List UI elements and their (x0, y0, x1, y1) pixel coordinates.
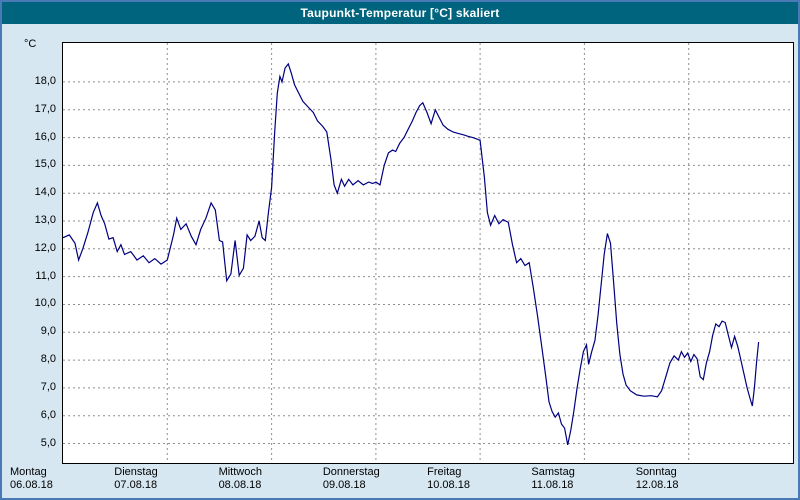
y-tick-label: 11,0 (35, 269, 56, 282)
y-axis-unit-label: °C (24, 38, 37, 50)
x-day-label: Freitag 10.08.18 (427, 466, 470, 492)
y-tick-label: 5,0 (40, 436, 56, 449)
day-date: 10.08.18 (427, 479, 470, 491)
chart-canvas (63, 43, 793, 463)
y-tick-label: 8,0 (40, 353, 56, 366)
day-name: Donnerstag (322, 466, 380, 478)
title-bar: Taupunkt-Temperatur [°C] skaliert (2, 2, 798, 24)
series-line-taupunkt (63, 62, 760, 446)
x-day-label: Sonntag 12.08.18 (636, 466, 679, 492)
y-tick-label: 13,0 (34, 214, 56, 226)
day-name: Dienstag (114, 466, 158, 478)
day-date: 09.08.18 (322, 479, 366, 491)
day-date: 06.08.18 (10, 479, 53, 491)
day-name: Montag (10, 466, 47, 478)
chart-title: Taupunkt-Temperatur [°C] skaliert (300, 6, 500, 20)
y-tick-label: 12,0 (34, 241, 56, 254)
day-date: 08.08.18 (218, 479, 262, 491)
plot-area (62, 42, 794, 464)
x-day-label: Samstag 11.08.18 (531, 466, 574, 492)
day-name: Samstag (531, 466, 575, 478)
y-tick-label: 9,0 (40, 325, 56, 338)
x-day-label: Mittwoch 08.08.18 (219, 466, 262, 492)
day-date: 11.08.18 (531, 479, 574, 491)
x-day-label: Donnerstag 09.08.18 (323, 466, 380, 492)
y-tick-label: 14,0 (34, 186, 56, 199)
x-day-label: Dienstag 07.08.18 (114, 466, 157, 492)
y-tick-label: 10,0 (34, 297, 56, 310)
day-name: Sonntag (635, 466, 677, 478)
day-date: 12.08.18 (635, 479, 679, 491)
day-name: Freitag (427, 466, 462, 478)
y-tick-label: 18,0 (34, 74, 56, 87)
y-tick-label: 16,0 (34, 130, 56, 143)
y-tick-label: 6,0 (40, 408, 56, 421)
y-tick-label: 17,0 (34, 102, 56, 115)
day-date: 07.08.18 (114, 479, 158, 491)
y-tick-label: 15,0 (34, 158, 56, 171)
y-tick-label: 7,0 (40, 380, 56, 393)
x-day-label: Montag 06.08.18 (10, 466, 53, 492)
day-name: Mittwoch (218, 466, 262, 478)
